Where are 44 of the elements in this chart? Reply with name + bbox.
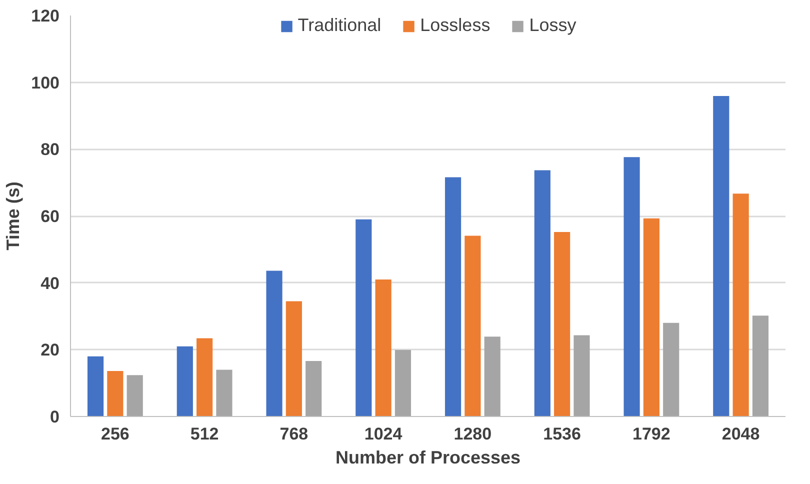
y-tick-label: 80: [40, 140, 60, 160]
bar: [286, 301, 302, 416]
y-tick-label: 0: [50, 408, 60, 426]
y-tick-label: 60: [40, 207, 60, 226]
y-tick-label: 100: [31, 73, 60, 92]
x-tick-label: 1024: [364, 424, 403, 444]
bar: [663, 322, 680, 416]
bar: [484, 336, 500, 416]
bar: [356, 219, 372, 416]
bar: [394, 350, 412, 416]
bar: [464, 236, 481, 416]
bar: [306, 361, 322, 416]
x-tick-label: 2048: [722, 424, 760, 444]
bar: [375, 279, 392, 416]
bar: [126, 375, 143, 416]
y-tick-label: 40: [40, 274, 60, 293]
bar: [713, 96, 730, 416]
bar: [266, 270, 282, 416]
bar: [107, 371, 124, 416]
x-axis-title: Number of Processes: [335, 448, 521, 468]
x-tick-label: 256: [101, 424, 130, 444]
x-tick-label: 1280: [454, 424, 492, 444]
bar: [554, 232, 570, 416]
legend-label: Traditional: [298, 15, 382, 36]
bar: [534, 170, 550, 416]
legend-label: Lossy: [529, 15, 576, 36]
bar: [643, 218, 660, 416]
x-tick-label: 1792: [632, 424, 670, 444]
bar: [732, 194, 749, 416]
bar: [624, 157, 640, 416]
y-axis-title: Time (s): [3, 182, 24, 250]
bar: [196, 338, 213, 416]
bar: [216, 370, 232, 416]
legend-label: Lossless: [420, 15, 490, 36]
y-tick-label: 20: [40, 340, 60, 360]
bar: [176, 346, 193, 416]
bar: [574, 335, 590, 416]
bar: [752, 316, 769, 416]
bar: [444, 177, 462, 416]
x-tick-label: 1536: [543, 424, 581, 444]
bar: [87, 356, 104, 416]
x-tick-label: 768: [280, 424, 308, 444]
x-tick-label: 512: [190, 424, 219, 444]
y-tick-label: 120: [31, 6, 60, 26]
